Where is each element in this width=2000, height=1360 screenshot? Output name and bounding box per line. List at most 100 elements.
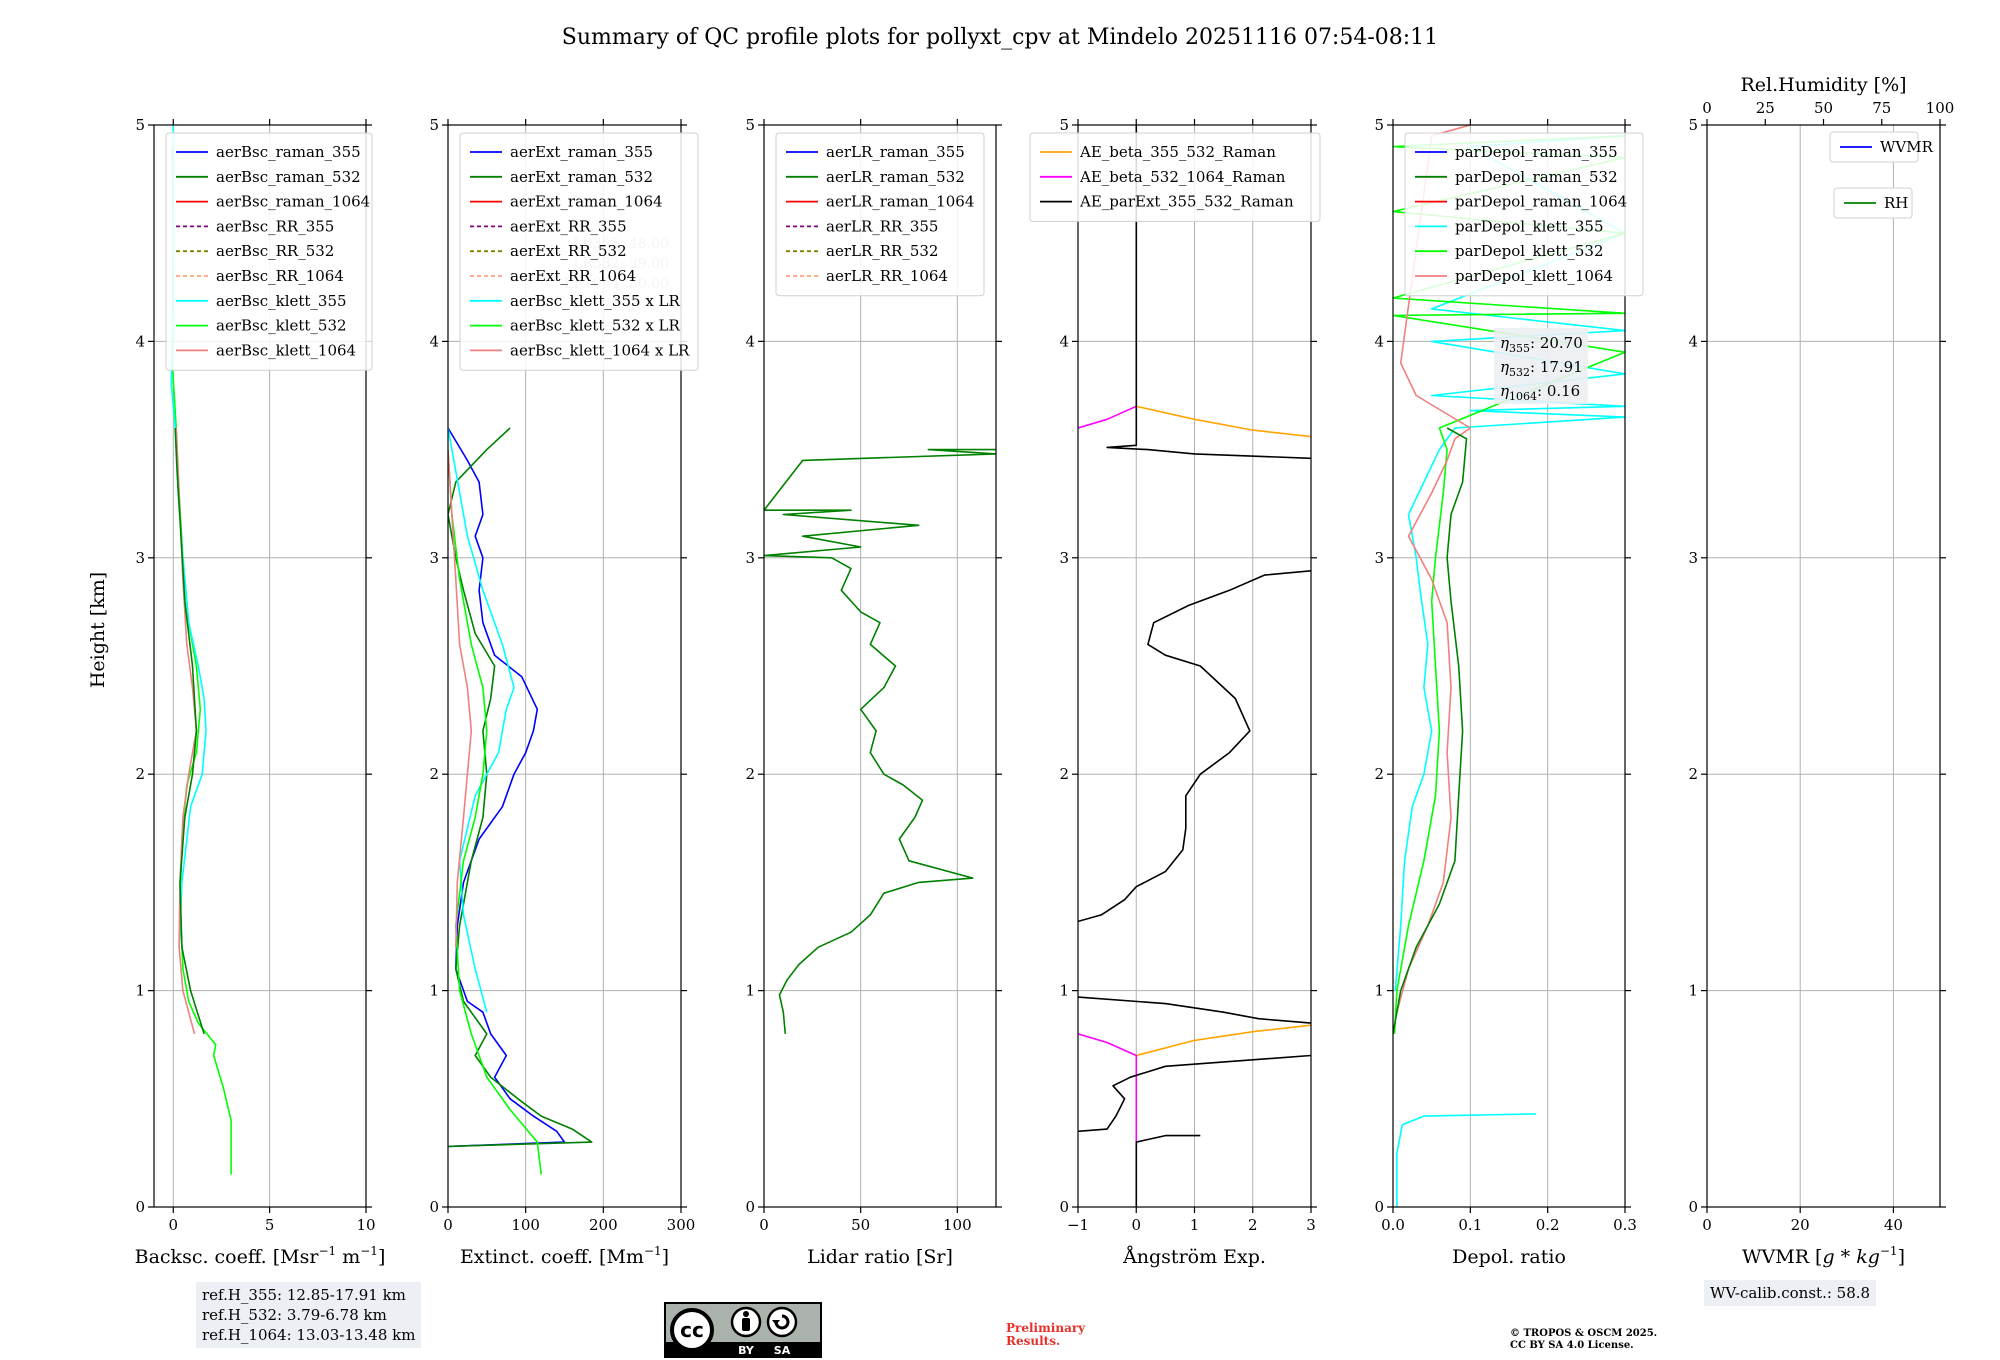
legend-label: RH xyxy=(1884,194,1908,212)
series-group xyxy=(170,125,232,1175)
y-tick-label: 5 xyxy=(1374,116,1384,134)
legend-label: aerBsc_klett_355 xyxy=(216,292,347,310)
x-tick-label: 0 xyxy=(168,1216,178,1234)
series-line-aerext-raman-532 xyxy=(448,427,593,1148)
x-axis-label: Depol. ratio xyxy=(1452,1246,1566,1268)
y-tick-label: 3 xyxy=(1688,549,1698,567)
series-line-pardepol-raman-532 xyxy=(1393,427,1468,1035)
legend-label: aerBsc_klett_1064 x LR xyxy=(510,341,690,359)
x-axis-label-text: Ångström Exp. xyxy=(1122,1246,1266,1268)
legend-label: aerExt_RR_355 xyxy=(510,217,627,235)
y-tick-label: 0 xyxy=(745,1198,755,1216)
top-x-tick-label: 100 xyxy=(1926,99,1955,117)
wv-calibration-box: WV-calib.const.: 58.8 xyxy=(1704,1280,1877,1306)
cc-by-label: BY xyxy=(738,1344,755,1357)
series-line-ae-parext-355-532-raman-low- xyxy=(1078,1054,1311,1133)
legend: aerExt_raman_355 aerExt_raman_532 aerExt_r… xyxy=(459,132,699,371)
x-tick-label: 100 xyxy=(511,1216,540,1234)
y-tick-label: 1 xyxy=(1059,982,1069,1000)
sa-sharealike-icon xyxy=(766,1306,798,1338)
eta-value: η355: 20.70 xyxy=(1500,334,1583,355)
y-tick-label: 0 xyxy=(1374,1198,1384,1216)
x-tick-label: 100 xyxy=(943,1216,972,1234)
y-tick-label: 4 xyxy=(429,332,439,350)
legend-label: aerLR_raman_1064 xyxy=(826,193,974,211)
eta-number: : 0.16 xyxy=(1537,382,1580,400)
x-axis-label-mid: m xyxy=(336,1246,360,1268)
eta-symbol: η xyxy=(1500,358,1509,376)
legend-label: parDepol_raman_355 xyxy=(1455,143,1618,161)
legend-label: parDepol_klett_1064 xyxy=(1455,267,1613,285)
x-tick-label: 200 xyxy=(589,1216,618,1234)
y-tick-label: 2 xyxy=(1059,765,1069,783)
copyright-line-1: © TROPOS & OSCM 2025. xyxy=(1510,1328,1658,1339)
y-tick-label: 1 xyxy=(745,982,755,1000)
legend-label: aerLR_raman_532 xyxy=(826,168,965,186)
series-group xyxy=(1078,125,1311,1207)
ref-height-532: ref.H_532: 3.79-6.78 km xyxy=(202,1306,387,1324)
top-x-tick-label: 50 xyxy=(1814,99,1833,117)
legend: AE_beta_355_532_Raman AE_beta_532_1064_Ra… xyxy=(1029,132,1321,222)
cc-license-badge: cc BY SA xyxy=(664,1302,822,1358)
legend-label: aerBsc_klett_355 x LR xyxy=(510,292,681,310)
legend-label: aerLR_raman_355 xyxy=(826,143,965,161)
panel-depolarization: 0.0 0.1 0.2 0.3 0 1 2 3 4 5 Depol. ratio parDepol_r… xyxy=(1374,116,1644,1268)
series-line-ae-parext-355-532-raman-middle- xyxy=(1078,570,1311,923)
legend-box xyxy=(1029,132,1321,222)
legend-label: aerBsc_raman_532 xyxy=(216,168,361,186)
eta-symbol: η xyxy=(1500,382,1509,400)
eta-subscript: 532 xyxy=(1509,366,1530,379)
preliminary-line-1: Preliminary xyxy=(1006,1321,1086,1335)
series-line-aerlr-raman-532 xyxy=(764,448,996,1034)
legend-label: parDepol_raman_532 xyxy=(1455,168,1618,186)
y-tick-label: 4 xyxy=(1374,332,1384,350)
y-tick-label: 0 xyxy=(429,1198,439,1216)
y-tick-label: 3 xyxy=(135,549,145,567)
x-tick-label: 40 xyxy=(1884,1216,1903,1234)
series-line-aerbsc-raman-532 xyxy=(174,427,205,1035)
copyright-line-2: CC BY SA 4.0 License. xyxy=(1510,1340,1634,1351)
y-tick-label: 5 xyxy=(135,116,145,134)
legend-label: aerExt_RR_1064 xyxy=(510,267,636,285)
legend-label: aerLR_RR_532 xyxy=(826,242,938,260)
legend: aerLR_raman_355 aerLR_raman_532 aerLR_rama… xyxy=(775,132,985,297)
legend-rh: RH xyxy=(1833,187,1913,219)
panel-lidar_ratio: 0 50 100 0 1 2 3 4 5 Lidar ratio [Sr] aerLR_raman_… xyxy=(745,116,1002,1268)
legend-wvmr: WVMR xyxy=(1829,131,1934,163)
y-tick-label: 4 xyxy=(135,332,145,350)
cc-logo-icon xyxy=(670,1308,714,1352)
series-line-pardepol-klett-1064 xyxy=(1396,125,1472,1013)
axes-frame xyxy=(153,124,367,1208)
ref-height-355: ref.H_355: 12.85-17.91 km xyxy=(202,1286,406,1304)
legend-label: parDepol_klett_355 xyxy=(1455,217,1604,235)
cc-sa-label: SA xyxy=(774,1344,791,1357)
eta-number: : 17.91 xyxy=(1530,358,1583,376)
top-x-tick-label: 75 xyxy=(1872,99,1891,117)
series-line-ae-parext-355-532-raman-mid-low- xyxy=(1078,996,1311,1024)
x-tick-label: 0 xyxy=(759,1216,769,1234)
y-tick-label: 0 xyxy=(1059,1198,1069,1216)
legend-box xyxy=(165,132,373,371)
x-tick-label: 50 xyxy=(851,1216,870,1234)
x-axis-label-exp: −1 xyxy=(318,1244,336,1258)
y-tick-label: 2 xyxy=(1688,765,1698,783)
eta-symbol: η xyxy=(1500,334,1509,352)
y-tick-label: 5 xyxy=(429,116,439,134)
y-tick-label: 2 xyxy=(135,765,145,783)
legend-box xyxy=(1829,131,1919,163)
x-axis-label-text: Extinct. coeff. [Mm xyxy=(460,1246,644,1268)
x-axis-label-end: ] xyxy=(378,1246,385,1268)
axes-frame xyxy=(1706,124,1941,1208)
y-tick-label: 2 xyxy=(745,765,755,783)
legend-box xyxy=(1404,132,1644,297)
x-tick-label: 20 xyxy=(1791,1216,1810,1234)
series-line-ae-beta-355-532-raman-high- xyxy=(1136,405,1311,438)
series-group xyxy=(1393,125,1625,1207)
legend-label: aerBsc_RR_532 xyxy=(216,242,334,260)
ref-height-1064: ref.H_1064: 13.03-13.48 km xyxy=(202,1326,416,1344)
x-tick-label: 0 xyxy=(443,1216,453,1234)
wv-calibration-constant: WV-calib.const.: 58.8 xyxy=(1710,1284,1871,1302)
x-tick-label: 0.1 xyxy=(1458,1216,1482,1234)
legend-label: aerLR_RR_355 xyxy=(826,217,938,235)
